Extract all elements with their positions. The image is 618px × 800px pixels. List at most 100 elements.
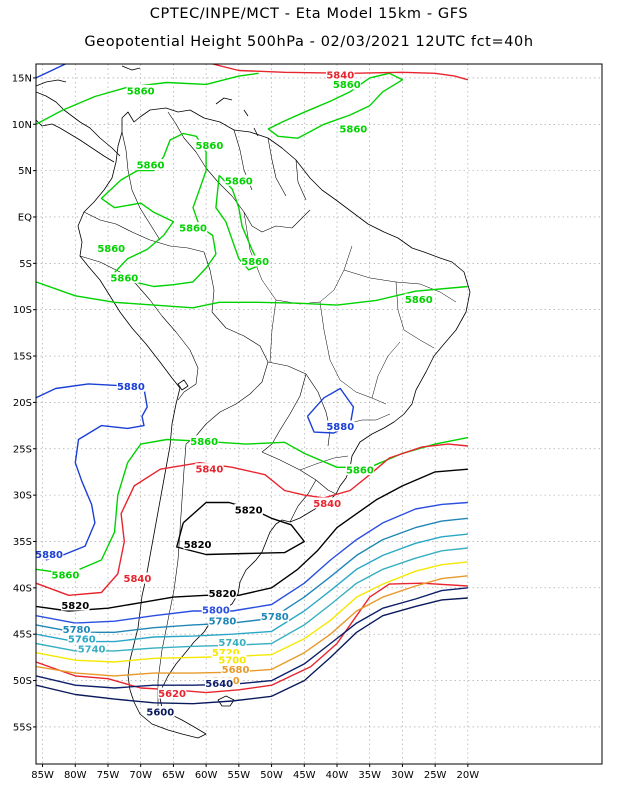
contour-label: 5700	[218, 656, 246, 667]
plot-frame	[35, 63, 603, 765]
contour-line-5860	[100, 132, 217, 288]
contour-label-bg	[110, 272, 139, 284]
lat-tick-label: 35S	[13, 537, 32, 548]
contour-label: 5860	[127, 86, 155, 97]
contour-label: 5860	[241, 257, 269, 268]
lat-tick-label: 10S	[13, 305, 32, 316]
contour-label-bg	[339, 122, 368, 134]
lon-tick-label: 60W	[195, 770, 218, 781]
lat-tick-label: 15S	[13, 352, 32, 363]
lat-tick-label: EQ	[18, 212, 32, 223]
contour-label: 5720	[212, 648, 240, 659]
lat-tick-label: 10N	[12, 120, 32, 131]
contour-label: 5640	[205, 679, 233, 690]
contour-line-5820	[36, 468, 468, 612]
contour-label: 5820	[61, 601, 89, 612]
lon-tick-label: 65W	[162, 770, 185, 781]
lat-tick-label: 25S	[13, 444, 32, 455]
contour-label-bg	[126, 84, 155, 96]
contour-line-5860	[267, 72, 404, 139]
contour-label-bg	[218, 654, 247, 666]
contour-label: 5820	[184, 540, 212, 551]
lon-tick-label: 20W	[457, 770, 480, 781]
contour-line-5880	[36, 64, 66, 79]
contour-label-bg	[189, 435, 219, 447]
contour-label: 5860	[225, 176, 253, 187]
contour-label-bg	[157, 687, 187, 699]
longitude-ticks: 85W 80W 75W 70W 65W 60W 55W 50W 45W 40W 35W 30W 25W 2…	[31, 764, 479, 781]
contour-label-bg	[97, 242, 126, 254]
contour-label-bg	[201, 604, 231, 616]
contour-label: 5860	[97, 244, 125, 255]
contour-line-5800	[36, 501, 468, 624]
contour-labels: 5880 5880 5880 5860 5860 5860 5860 5860 5860 5860…	[35, 69, 433, 719]
contour-label: 5760	[68, 634, 96, 645]
contour-label: 5600	[146, 708, 174, 719]
contour-line-5640	[36, 587, 468, 689]
lon-tick-label: 55W	[228, 770, 251, 781]
contour-label: 5860	[110, 274, 138, 285]
lat-tick-label: 15N	[12, 73, 32, 84]
contour-label-bg	[208, 587, 237, 599]
contour-label-bg	[67, 632, 97, 644]
contour-label-bg	[326, 69, 355, 81]
lat-tick-label: 45S	[13, 630, 32, 641]
contour-label: 5620	[158, 689, 186, 700]
contour-label: 5880	[326, 422, 354, 433]
contour-lines	[36, 64, 469, 705]
contour-label-bg	[326, 420, 355, 432]
contour-label-bg	[234, 503, 263, 515]
lat-tick-label: 5N	[18, 166, 32, 177]
contour-label-bg	[260, 610, 290, 622]
falkland-islands	[217, 695, 235, 707]
lon-tick-label: 75W	[97, 770, 120, 781]
lat-tick-label: 55S	[13, 722, 32, 733]
contour-label-bg	[146, 706, 175, 718]
lon-tick-label: 80W	[64, 770, 87, 781]
map-subtitle: Geopotential Height 500hPa - 02/03/2021 …	[84, 34, 534, 50]
contour-label-bg	[312, 497, 342, 509]
lat-tick-label: 40S	[13, 583, 32, 594]
contour-label-bg	[404, 293, 433, 305]
contour-label: 5840	[313, 499, 341, 510]
contour-label-bg	[205, 677, 234, 689]
lon-tick-label: 25W	[424, 770, 447, 781]
contour-label: 5840	[326, 71, 354, 82]
contour-line-5860	[36, 281, 468, 309]
contour-line-5720	[36, 561, 468, 663]
contour-line-5820	[176, 501, 305, 556]
contour-label-bg	[195, 139, 224, 151]
contour-line-5860	[215, 174, 261, 271]
contour-label-bg	[77, 643, 106, 655]
contour-line-5840	[212, 64, 469, 81]
lon-tick-label: 45W	[293, 770, 316, 781]
lon-tick-label: 70W	[129, 770, 152, 781]
contour-label: 5860	[137, 161, 165, 172]
contour-line-5880	[36, 383, 148, 561]
lat-tick-label: 50S	[13, 676, 32, 687]
contour-label: 5880	[117, 382, 145, 393]
contour-label-bg	[224, 174, 254, 186]
contour-label-bg	[51, 568, 80, 580]
contour-line-5600	[36, 597, 468, 705]
contour-label: 5880	[35, 550, 63, 561]
contour-label-bg	[218, 636, 247, 648]
contour-label-bg	[116, 380, 146, 392]
caribbean-islands	[36, 65, 259, 137]
map-title: CPTEC/INPE/MCT - Eta Model 15km - GFS	[149, 6, 469, 22]
lon-tick-label: 35W	[358, 770, 381, 781]
contour-label-bg	[36, 548, 64, 560]
contour-label: 5860	[333, 80, 361, 91]
contour-label-bg	[136, 159, 165, 171]
contour-label-bg	[123, 572, 152, 584]
contour-label: 5740	[218, 638, 246, 649]
coastlines-and-borders	[36, 65, 471, 739]
contour-line-5840	[36, 443, 468, 596]
contour-label: 5860	[405, 295, 433, 306]
contour-label: 5780	[63, 625, 91, 636]
contour-label-bg	[211, 646, 240, 658]
contour-label: 5820	[235, 505, 263, 516]
contour-label: 5860	[52, 570, 80, 581]
contour-label-bg	[62, 623, 91, 635]
